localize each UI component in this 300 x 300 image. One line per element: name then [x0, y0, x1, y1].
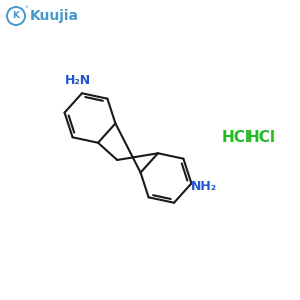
- Text: HCl: HCl: [222, 130, 251, 145]
- Text: Kuujia: Kuujia: [30, 9, 79, 23]
- Text: HCl: HCl: [247, 130, 276, 145]
- Text: K: K: [13, 11, 20, 20]
- Text: °: °: [24, 6, 28, 12]
- Text: H₂N: H₂N: [65, 74, 91, 87]
- Text: NH₂: NH₂: [191, 180, 217, 193]
